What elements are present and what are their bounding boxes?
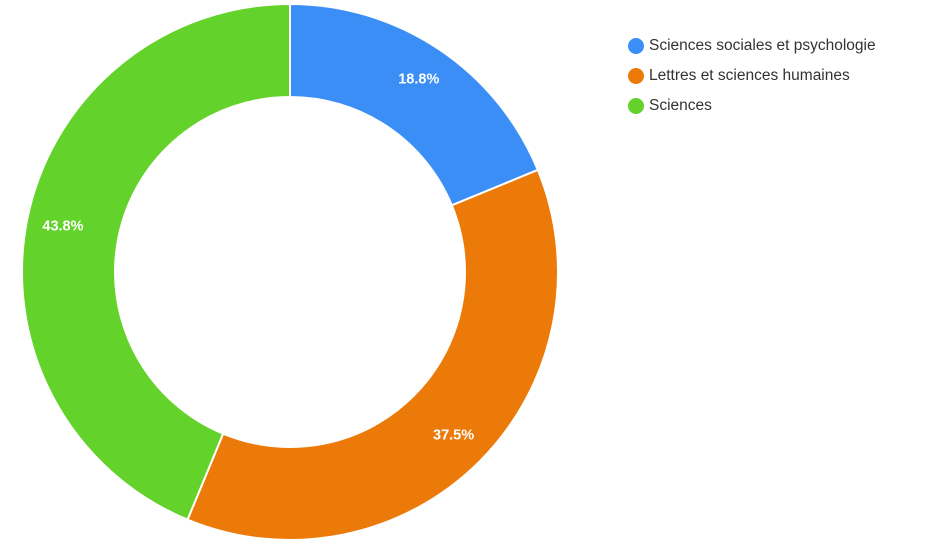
legend-item[interactable]: Sciences [628, 91, 876, 121]
legend-item[interactable]: Sciences sociales et psychologie [628, 31, 876, 61]
slice-value-label: 18.8% [398, 71, 439, 87]
chart-legend: Sciences sociales et psychologie Lettres… [628, 31, 876, 121]
legend-swatch [628, 98, 644, 114]
legend-label: Sciences [649, 97, 712, 114]
donut-slice[interactable] [186, 168, 559, 541]
legend-item[interactable]: Lettres et sciences humaines [628, 61, 876, 91]
slice-value-label: 43.8% [42, 219, 83, 235]
legend-swatch [628, 68, 644, 84]
legend-label: Sciences sociales et psychologie [649, 37, 876, 54]
donut-slice[interactable] [289, 2, 540, 207]
legend-label: Lettres et sciences humaines [649, 67, 850, 84]
donut-slice[interactable] [21, 2, 291, 521]
slice-value-label: 37.5% [433, 428, 474, 444]
legend-swatch [628, 38, 644, 54]
